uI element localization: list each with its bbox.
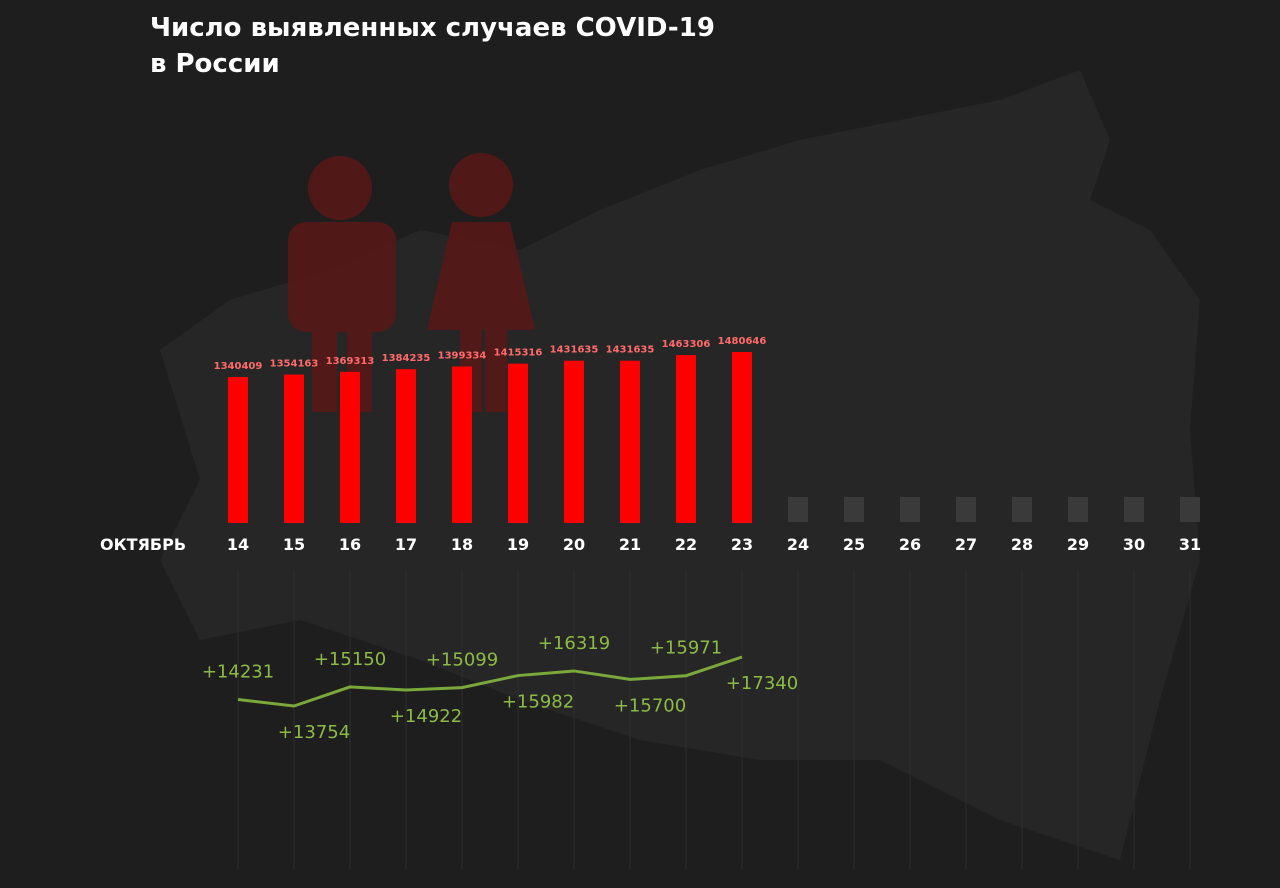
x-tick-label: 22	[675, 535, 697, 554]
chart-title: в России	[150, 49, 280, 79]
bar	[732, 352, 752, 523]
placeholder-bar	[844, 497, 864, 522]
chart-title: Число выявленных случаев COVID-19	[150, 13, 715, 43]
x-tick-label: 29	[1067, 535, 1089, 554]
bar	[452, 366, 472, 523]
bar	[508, 363, 528, 523]
bar	[284, 374, 304, 523]
bar	[396, 369, 416, 523]
x-tick-label: 14	[227, 535, 249, 554]
bar-value-label: 1340409	[214, 361, 263, 372]
increase-label: +15971	[650, 638, 722, 659]
placeholder-bar	[956, 497, 976, 522]
bar-value-label: 1384235	[382, 353, 431, 364]
x-tick-label: 26	[899, 535, 921, 554]
bar-value-label: 1369313	[326, 356, 375, 367]
bar	[228, 377, 248, 523]
increase-label: +13754	[278, 722, 350, 743]
x-tick-label: 25	[843, 535, 865, 554]
bar-value-label: 1415316	[494, 348, 543, 359]
increase-label: +15099	[426, 650, 498, 671]
x-tick-label: 15	[283, 535, 305, 554]
placeholder-bar	[900, 497, 920, 522]
increase-line	[237, 655, 743, 708]
x-tick-label: 20	[563, 535, 585, 554]
increase-label: +15982	[502, 692, 574, 713]
placeholder-bar	[1124, 497, 1144, 522]
bar-value-label: 1399334	[438, 350, 487, 361]
x-tick-label: 27	[955, 535, 977, 554]
increase-label: +15150	[314, 649, 386, 670]
x-tick-label: 24	[787, 535, 809, 554]
x-tick-label: 17	[395, 535, 417, 554]
bar	[676, 355, 696, 523]
increase-label: +15700	[614, 695, 686, 716]
x-tick-label: 30	[1123, 535, 1145, 554]
x-tick-label: 16	[339, 535, 361, 554]
x-tick-label: 21	[619, 535, 641, 554]
increase-label: +17340	[726, 673, 798, 694]
x-tick-label: 28	[1011, 535, 1033, 554]
placeholder-bar	[1012, 497, 1032, 522]
placeholder-bar	[1180, 497, 1200, 522]
x-tick-label: 23	[731, 535, 753, 554]
x-tick-label: 31	[1179, 535, 1201, 554]
bar	[564, 360, 584, 523]
placeholder-bar	[788, 497, 808, 522]
bar-value-label: 1354163	[270, 359, 319, 370]
bar	[620, 360, 640, 523]
x-tick-label: 19	[507, 535, 529, 554]
increase-label: +14922	[390, 706, 462, 727]
increase-label: +14231	[202, 661, 274, 682]
bar-value-label: 1431635	[606, 345, 655, 356]
placeholder-bar	[1068, 497, 1088, 522]
x-tick-label: 18	[451, 535, 473, 554]
bar-value-label: 1463306	[662, 339, 711, 350]
bar-value-label: 1431635	[550, 345, 599, 356]
x-axis-label: ОКТЯБРЬ	[100, 535, 186, 554]
bar	[340, 371, 360, 523]
bar-value-label: 1480646	[718, 336, 767, 347]
increase-label: +16319	[538, 633, 610, 654]
